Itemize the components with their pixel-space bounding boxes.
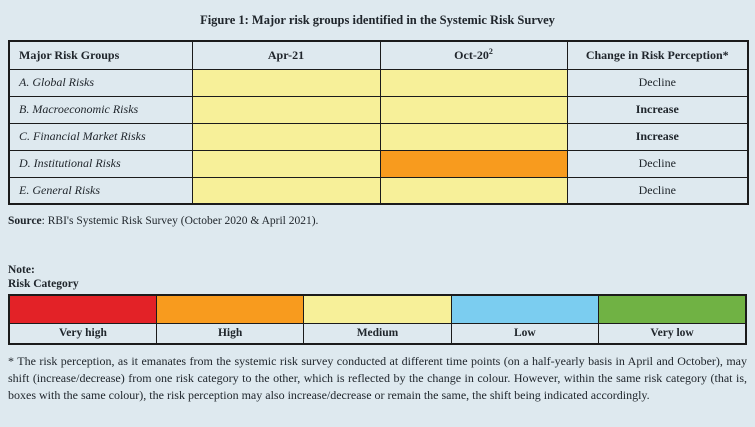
legend-label-low: Low (450, 322, 600, 345)
legend-swatch-medium (303, 294, 452, 324)
change-cell: Increase (566, 122, 749, 151)
row-label: C. Financial Market Risks (8, 122, 193, 151)
row-label: D. Institutional Risks (8, 149, 193, 178)
source-text: : RBI's Systemic Risk Survey (October 20… (41, 215, 319, 227)
risk-cell-apr21 (191, 68, 381, 97)
figure-title: Figure 1: Major risk groups identified i… (200, 13, 555, 27)
legend-label-medium: Medium (303, 322, 452, 345)
risk-category-legend: Very high High Medium Low Very low (8, 294, 747, 345)
risk-cell-oct20 (379, 176, 568, 205)
row-label: A. Global Risks (8, 68, 193, 97)
table-row: D. Institutional Risks Decline (8, 149, 749, 178)
risk-cell-apr21 (191, 149, 381, 178)
risk-cell-apr21 (191, 176, 381, 205)
column-header-change-in-risk-perception: Change in Risk Perception* (566, 40, 749, 70)
table-row: E. General Risks Decline (8, 176, 749, 205)
note-block: Note: Risk Category (8, 263, 747, 291)
column-header-apr21: Apr-21 (191, 40, 381, 70)
source-line: Source: RBI's Systemic Risk Survey (Octo… (8, 214, 747, 228)
change-cell: Decline (566, 149, 749, 178)
legend-swatch-low (450, 294, 600, 324)
legend-label-very-high: Very high (8, 322, 157, 345)
column-header-oct20: Oct-202 (379, 40, 568, 70)
risk-cell-oct20 (379, 95, 568, 124)
footnote-text: * The risk perception, as it emanates fr… (8, 354, 747, 402)
change-cell: Decline (566, 176, 749, 205)
row-label: E. General Risks (8, 176, 193, 205)
change-cell: Decline (566, 68, 749, 97)
change-cell: Increase (566, 95, 749, 124)
legend-swatch-very-low (598, 294, 747, 324)
risk-cell-oct20 (379, 68, 568, 97)
header-row: Major Risk Groups Apr-21 Oct-202 Change … (8, 40, 749, 70)
legend-swatch-very-high (8, 294, 157, 324)
column-header-major-risk-groups: Major Risk Groups (8, 40, 193, 70)
legend-swatch-high (155, 294, 305, 324)
risk-cell-apr21 (191, 95, 381, 124)
footnote-marker-2: 2 (488, 46, 493, 56)
table-row: A. Global Risks Decline (8, 68, 749, 97)
note-heading: Note: (8, 264, 35, 276)
risk-cell-oct20 (379, 122, 568, 151)
legend-label-high: High (155, 322, 305, 345)
figure-page: Figure 1: Major risk groups identified i… (8, 13, 749, 402)
legend-label-row: Very high High Medium Low Very low (8, 322, 747, 345)
legend-label-very-low: Very low (598, 322, 747, 345)
risk-category-heading: Risk Category (8, 278, 79, 290)
risk-cell-oct20 (379, 149, 568, 178)
legend-swatch-row (8, 294, 747, 324)
source-label: Source (8, 215, 42, 227)
risk-cell-apr21 (191, 122, 381, 151)
risk-groups-table: Major Risk Groups Apr-21 Oct-202 Change … (8, 40, 749, 205)
row-label: B. Macroeconomic Risks (8, 95, 193, 124)
table-row: C. Financial Market Risks Increase (8, 122, 749, 151)
table-row: B. Macroeconomic Risks Increase (8, 95, 749, 124)
